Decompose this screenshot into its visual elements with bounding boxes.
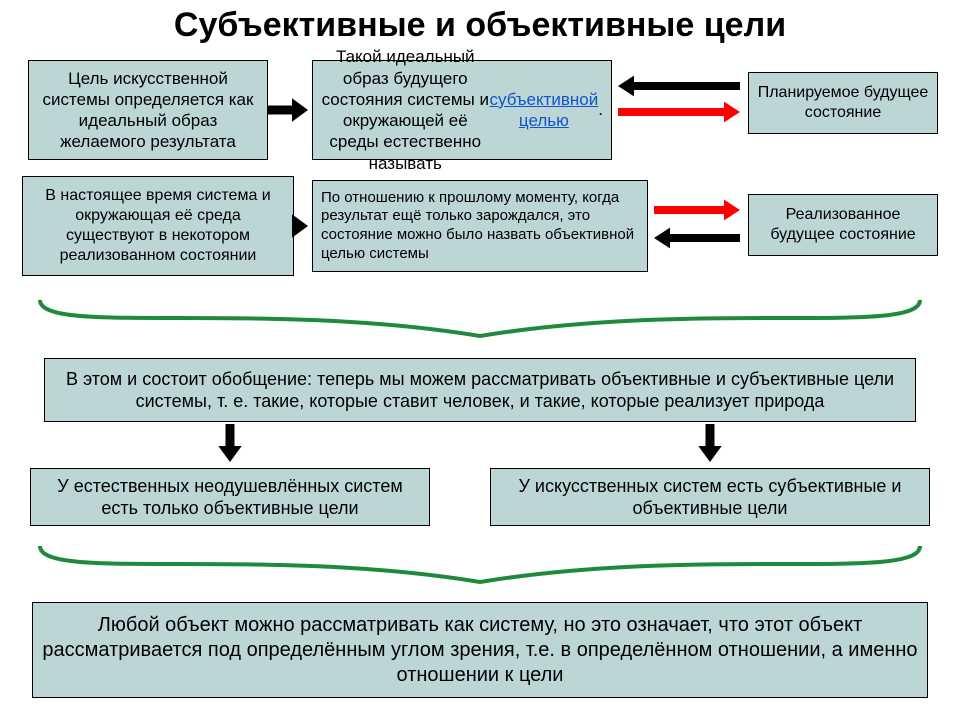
box-r1_left: Цель искусственной системы определяется … <box>28 60 268 160</box>
arrow <box>618 76 740 97</box>
box-r1_mid: Такой идеальный образ будущего состояния… <box>312 60 612 160</box>
arrow <box>654 228 740 249</box>
arrow <box>654 200 740 221</box>
arrow <box>698 424 721 462</box>
box-nat: У естественных неодушевлённых систем ест… <box>30 468 430 526</box>
box-art: У искусственных систем есть субъективные… <box>490 468 930 526</box>
box-r1_right: Планируемое будущее состояние <box>748 72 938 134</box>
brace <box>40 546 920 582</box>
arrow <box>618 102 740 123</box>
box-r2_right: Реализованное будущее состояние <box>748 194 938 256</box>
arrow <box>218 424 241 462</box>
arrow <box>292 214 308 237</box>
arrow <box>268 98 308 121</box>
box-concl: Любой объект можно рассматривать как сис… <box>32 602 928 698</box>
brace <box>40 300 920 336</box>
box-r2_left: В настоящее время система и окружающая е… <box>22 176 294 276</box>
page-title: Субъективные и объективные цели <box>0 6 960 45</box>
box-general: В этом и состоит обобщение: теперь мы мо… <box>44 358 916 422</box>
box-r2_mid: По отношению к прошлому моменту, когда р… <box>312 180 648 272</box>
